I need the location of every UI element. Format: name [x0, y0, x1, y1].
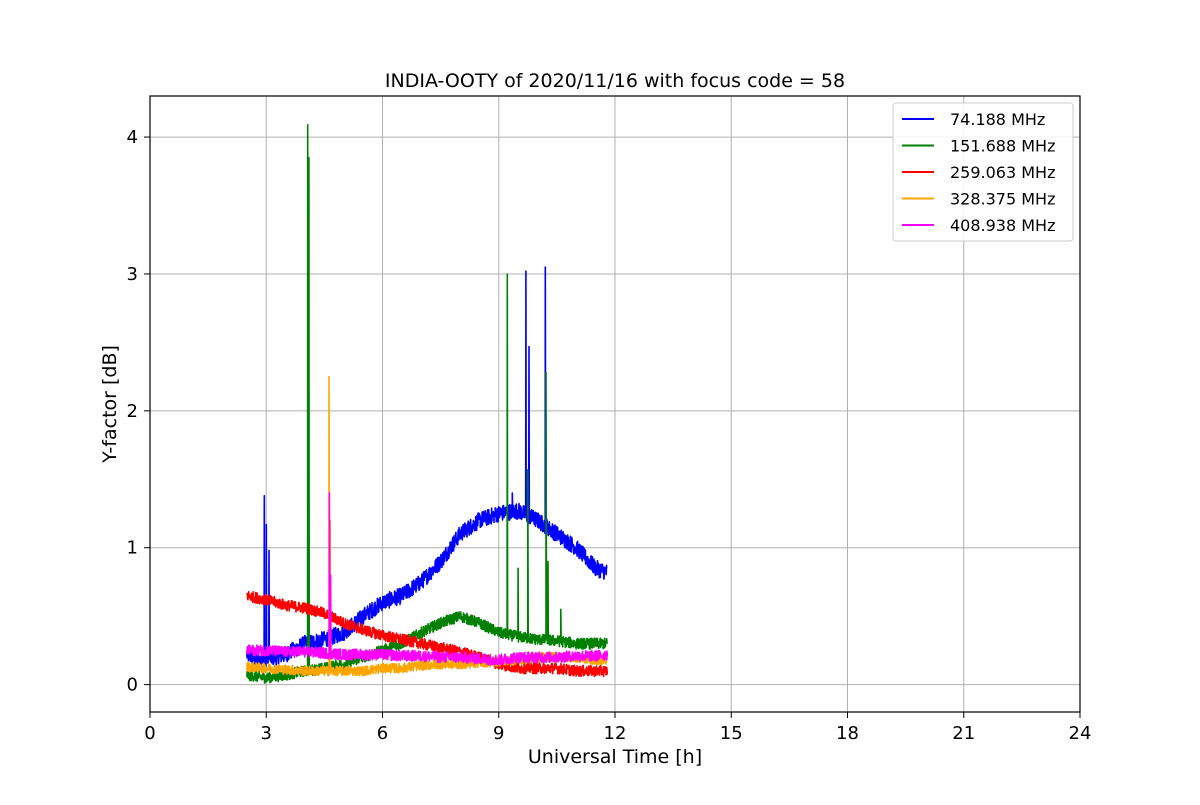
legend-items: 74.188 MHz 151.688 MHz 259.063 MHz 328.375 …	[902, 110, 1055, 235]
y-tick-label: 1	[127, 538, 138, 559]
chart-title: INDIA-OOTY of 2020/11/16 with focus code…	[385, 70, 845, 92]
legend-label-3: 328.375 MHz	[950, 190, 1055, 209]
x-tick-label: 9	[493, 723, 504, 744]
x-tick-label: 6	[377, 723, 388, 744]
x-tick-label: 24	[1069, 723, 1092, 744]
x-tick-label: 3	[261, 723, 272, 744]
series-line-4	[246, 492, 609, 666]
series-line-2	[246, 590, 609, 678]
x-tick-label: 18	[836, 723, 859, 744]
legend: 74.188 MHz 151.688 MHz 259.063 MHz 328.375 …	[892, 102, 1074, 242]
legend-box	[892, 102, 1074, 242]
y-axis-title: Y-factor [dB]	[99, 345, 121, 464]
x-tick-label: 12	[604, 723, 627, 744]
series-line-1	[246, 123, 609, 684]
y-tick-label: 4	[127, 127, 138, 148]
y-tick-label: 3	[127, 264, 138, 285]
y-tick-label: 2	[127, 401, 138, 422]
legend-label-0: 74.188 MHz	[950, 110, 1045, 129]
x-tick-label: 15	[720, 723, 743, 744]
x-axis-title: Universal Time [h]	[528, 746, 702, 768]
x-tick-label: 0	[144, 723, 155, 744]
legend-label-1: 151.688 MHz	[950, 137, 1055, 156]
legend-label-4: 408.938 MHz	[950, 216, 1055, 235]
series-layer	[246, 123, 609, 684]
y-tick-label: 0	[127, 675, 138, 696]
x-tick-label: 21	[952, 723, 975, 744]
legend-label-2: 259.063 MHz	[950, 163, 1055, 182]
